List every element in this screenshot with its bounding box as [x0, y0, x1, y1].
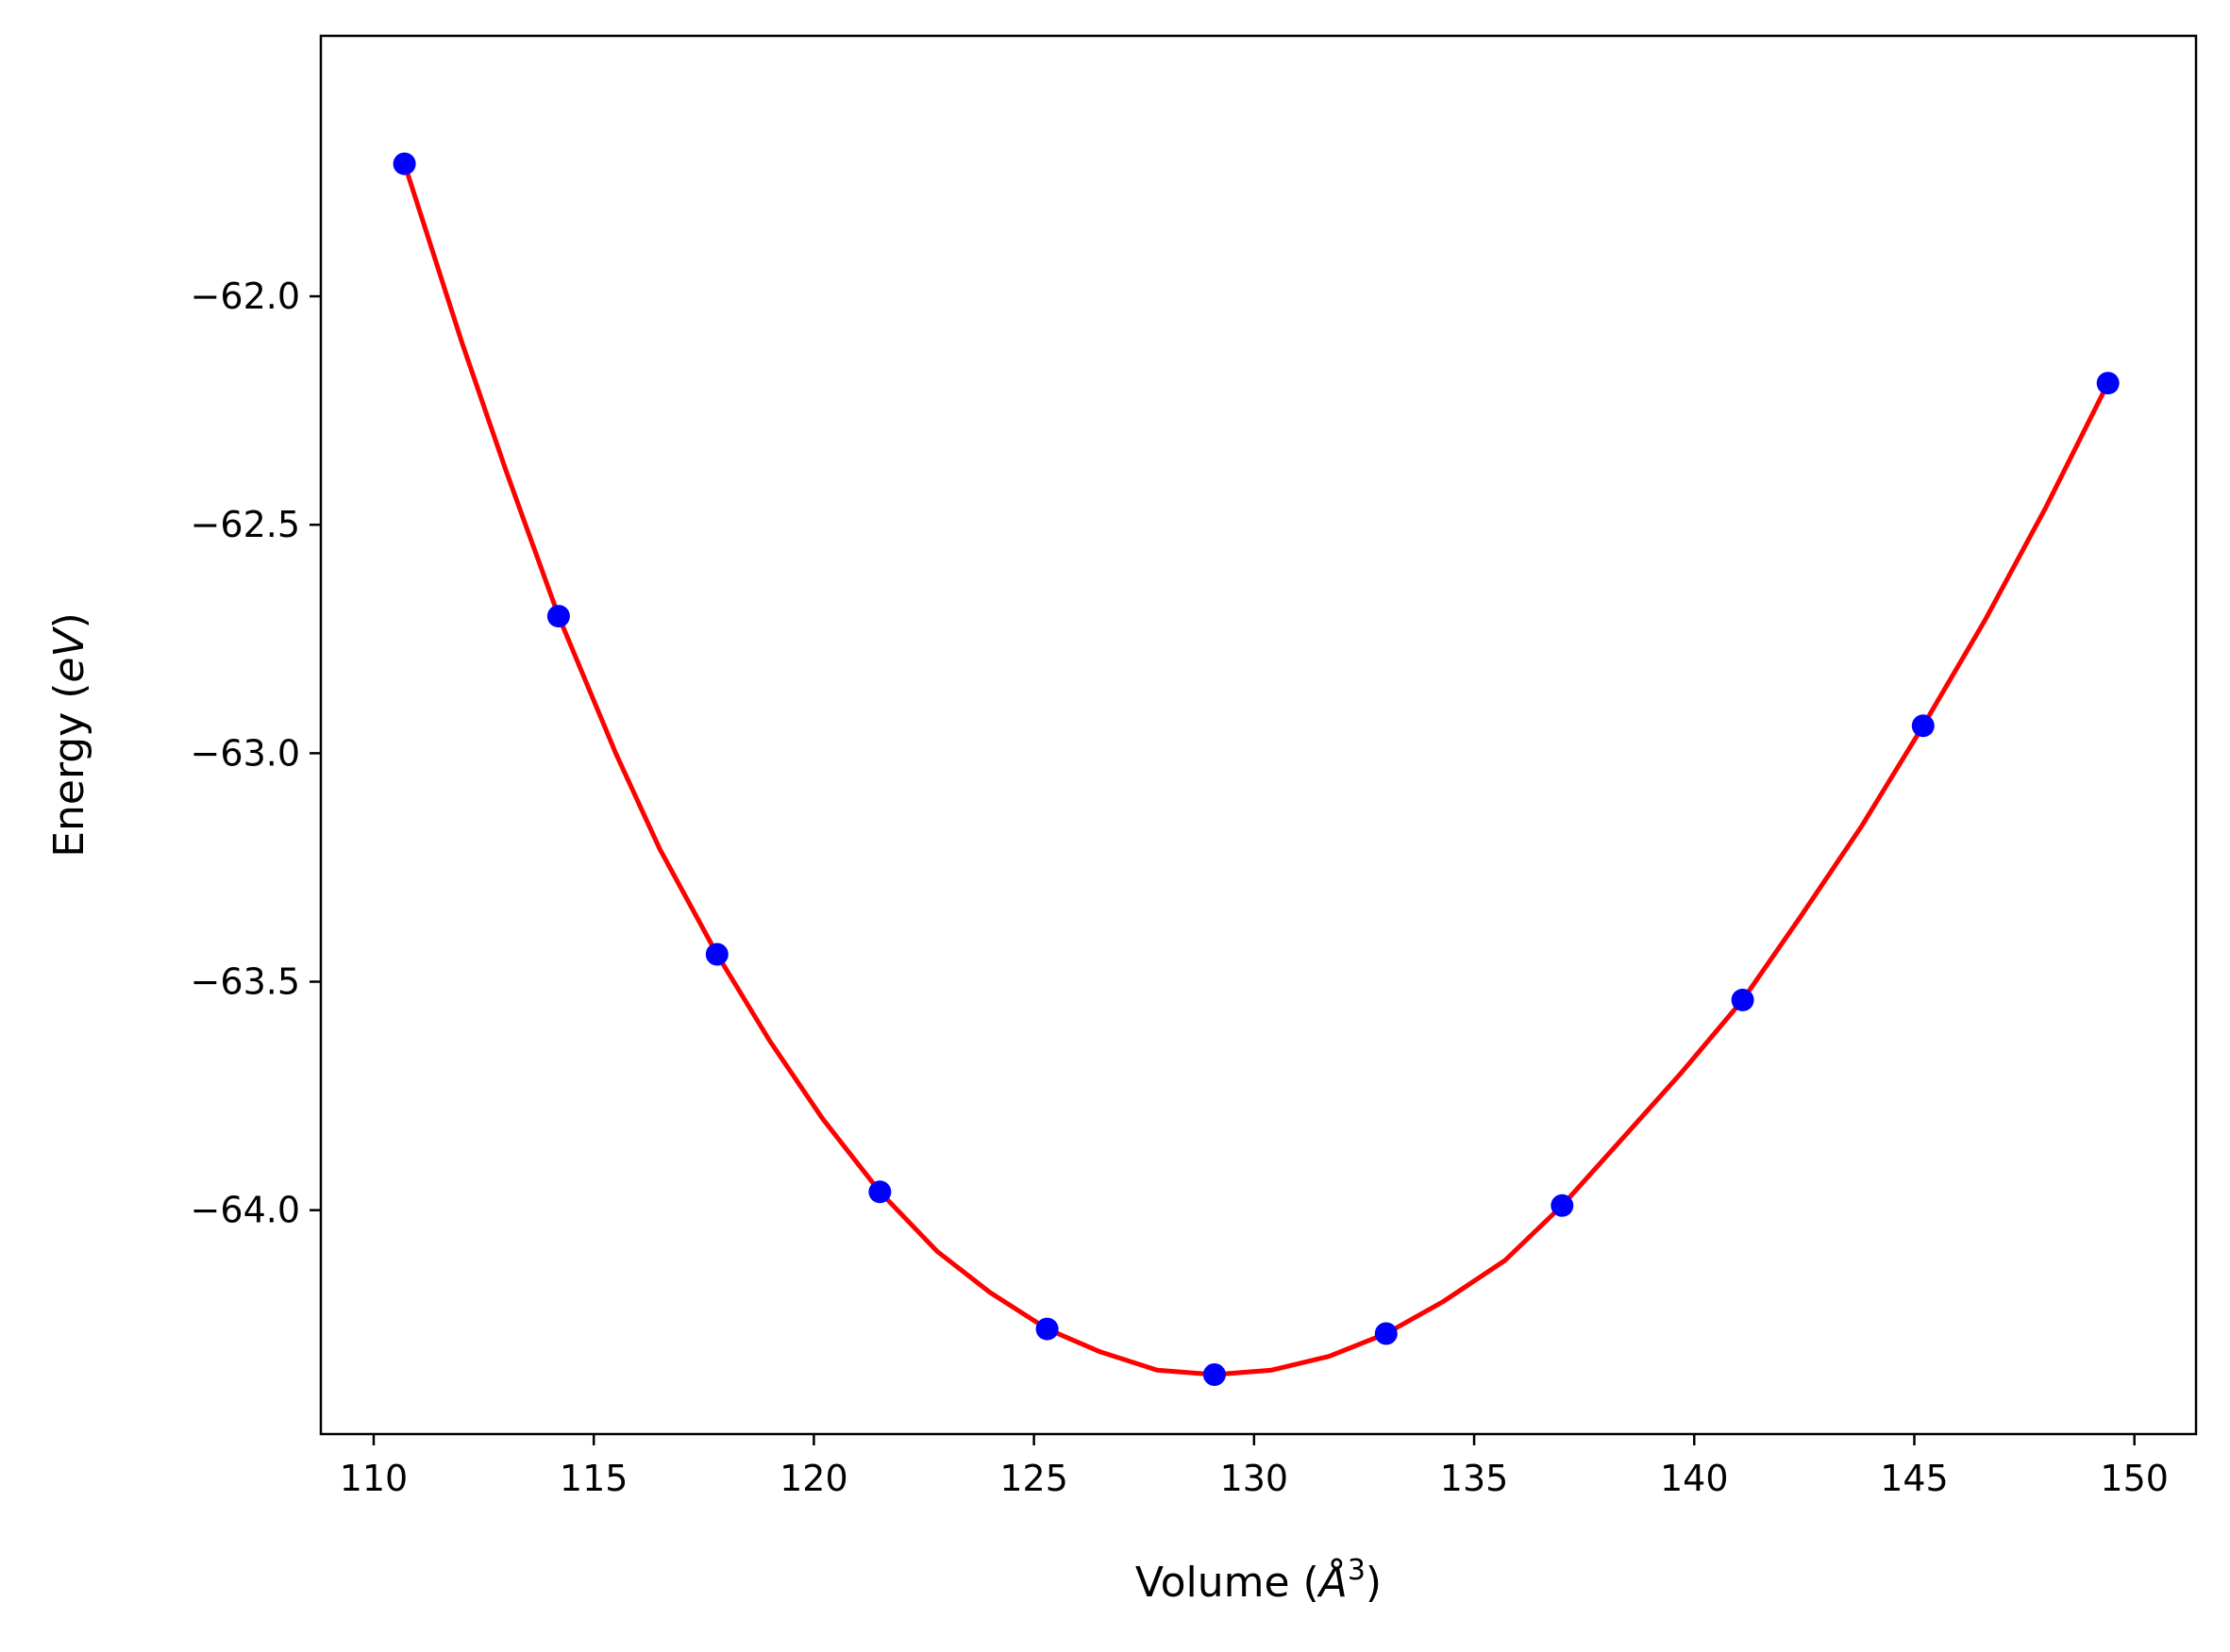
x-tick-label: 110: [340, 1458, 409, 1499]
x-tick-label: 140: [1660, 1458, 1729, 1499]
data-point: [1911, 714, 1935, 738]
y-axis-label-unit: eV: [45, 626, 93, 683]
y-tick-label: −62.5: [191, 504, 300, 545]
data-point: [705, 943, 729, 966]
x-axis-ticks: 110 115 120 125 130 135 140 145 150: [340, 1434, 2169, 1499]
plot-area: [393, 152, 2120, 1386]
x-tick-label: 145: [1880, 1458, 1949, 1499]
y-tick-label: −63.5: [191, 961, 300, 1003]
data-point: [1374, 1322, 1398, 1345]
x-tick-label: 135: [1440, 1458, 1509, 1499]
x-tick-label: 130: [1220, 1458, 1289, 1499]
y-tick-label: −63.0: [191, 732, 300, 774]
x-axis-label: Volume (Å3): [1135, 1554, 1382, 1607]
data-point: [868, 1180, 892, 1204]
data-point: [546, 605, 570, 628]
x-axis-label-prefix: Volume (: [1135, 1559, 1319, 1607]
data-point: [1202, 1363, 1226, 1386]
x-tick-label: 150: [2100, 1458, 2169, 1499]
data-point: [1035, 1317, 1059, 1341]
data-point: [1551, 1193, 1574, 1217]
y-axis-ticks: −62.0 −62.5 −63.0 −63.5 −64.0: [191, 275, 321, 1231]
x-tick-label: 115: [560, 1458, 629, 1499]
x-axis-label-symbol: Å: [1316, 1557, 1348, 1607]
y-axis-label: Energy (eV): [45, 612, 93, 858]
x-axis-label-suffix: ): [1366, 1559, 1382, 1607]
x-axis-label-superscript: 3: [1348, 1554, 1366, 1587]
y-axis-label-prefix: Energy (: [45, 683, 93, 858]
y-tick-label: −62.0: [191, 275, 300, 317]
data-point: [2096, 372, 2120, 395]
data-point: [1731, 988, 1754, 1011]
x-tick-label: 120: [780, 1458, 848, 1499]
y-tick-label: −64.0: [191, 1190, 300, 1231]
axes-frame: [319, 34, 2198, 1436]
data-point: [393, 152, 416, 175]
x-tick-label: 125: [999, 1458, 1068, 1499]
y-axis-label-suffix: ): [45, 612, 93, 628]
